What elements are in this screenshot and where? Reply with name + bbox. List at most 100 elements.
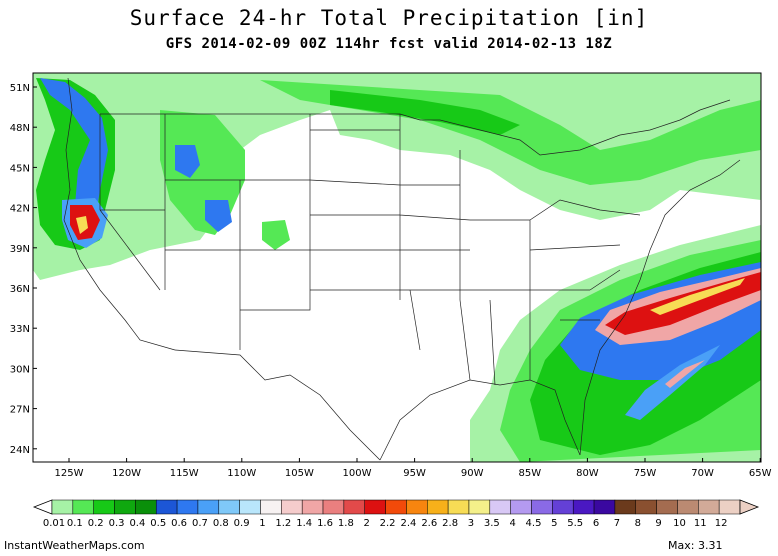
colorbar-tick-label: 2.8 — [442, 518, 458, 529]
colorbar-swatch — [698, 499, 720, 515]
colorbar-swatch — [427, 499, 449, 515]
lat-label: 51N — [10, 83, 30, 94]
max-value: Max: 3.31 — [668, 539, 723, 552]
longitude-axis: 125W 120W 115W 110W 105W 100W 95W 90W 85W 80W 75W 7… — [55, 458, 772, 479]
colorbar-tick-label: 4 — [509, 518, 515, 529]
lon-label: 70W — [691, 468, 714, 479]
colorbar-tick-label: 0.6 — [171, 518, 187, 529]
colorbar — [32, 499, 760, 515]
east-coast — [579, 159, 741, 456]
map-subtitle: GFS 2014-02-09 00Z 114hr fcst valid 2014… — [165, 36, 613, 52]
colorbar-tick-label: 2.4 — [400, 518, 416, 529]
colorbar-swatch — [176, 499, 199, 515]
colorbar-tick-label: 6 — [593, 518, 599, 529]
colorbar-tick-label: 11 — [694, 518, 707, 529]
mexico-border — [174, 349, 381, 461]
lon-label: 95W — [403, 468, 426, 479]
colorbar-swatch — [155, 499, 178, 515]
colorbar-swatch — [322, 499, 345, 515]
colorbar-tick-label: 0.7 — [192, 518, 208, 529]
precip-area-canada-heavy — [330, 90, 520, 135]
colorbar-swatch — [239, 499, 261, 515]
colorbar-tick-label: 0.4 — [129, 518, 145, 529]
colorbar-swatch — [531, 499, 553, 515]
lat-label: 48N — [10, 123, 30, 134]
colorbar-tick-label: 2.6 — [421, 518, 437, 529]
lat-label: 36N — [10, 284, 30, 295]
colorbar-tick-label: 4.5 — [526, 518, 542, 529]
colorbar-swatch — [614, 499, 637, 515]
lon-label: 100W — [343, 468, 372, 479]
us-canada-border — [100, 99, 731, 156]
gulf-coast — [379, 379, 581, 461]
precip-area-sierra-peak — [76, 216, 88, 234]
precip-area-southeast-yellow — [650, 278, 745, 315]
state-lines-central — [309, 114, 471, 381]
lat-label: 45N — [10, 163, 30, 174]
colorbar-swatch — [510, 499, 532, 515]
colorbar-tick-label: 1.8 — [338, 518, 354, 529]
colorbar-tick-label: 1.6 — [317, 518, 333, 529]
precip-area-colorado — [262, 220, 290, 250]
colorbar-tick-label: 5 — [551, 518, 557, 529]
lon-label: 90W — [461, 468, 484, 479]
precip-area-wyoming-blue — [205, 200, 232, 232]
latitude-axis: 51N 48N 45N 42N 39N 36N 33N 30N 27N 24N — [10, 83, 37, 456]
lon-label: 110W — [227, 468, 256, 479]
colorbar-swatch — [93, 499, 115, 515]
colorbar-tick-label: 8 — [635, 518, 641, 529]
lat-label: 24N — [10, 445, 30, 456]
colorbar-tick-label: 2.2 — [380, 518, 396, 529]
lon-label: 125W — [55, 468, 84, 479]
lon-label: 85W — [518, 468, 541, 479]
colorbar-swatch — [593, 499, 616, 515]
precip-area-cascades-blue — [40, 78, 108, 225]
colorbar-swatch — [343, 499, 365, 515]
lon-label: 80W — [576, 468, 599, 479]
colorbar-left-arrow — [32, 499, 53, 515]
colorbar-tick-label: 0.5 — [150, 518, 166, 529]
lon-label: 115W — [170, 468, 199, 479]
colorbar-tick-label: 0.3 — [109, 518, 125, 529]
colorbar-swatch — [572, 499, 595, 515]
colorbar-swatch — [489, 499, 511, 515]
lon-label: 65W — [749, 468, 772, 479]
colorbar-swatch — [718, 499, 741, 515]
colorbar-swatch — [281, 499, 303, 515]
colorbar-swatch — [364, 499, 386, 515]
colorbar-swatch — [677, 499, 699, 515]
colorbar-swatch — [635, 499, 657, 515]
colorbar-swatch — [468, 499, 491, 515]
colorbar-tick-label: 1 — [259, 518, 265, 529]
colorbar-tick-label: 2 — [364, 518, 370, 529]
colorbar-swatch — [552, 499, 574, 515]
lon-label: 105W — [285, 468, 314, 479]
colorbar-swatch — [72, 499, 94, 515]
colorbar-swatch — [218, 499, 240, 515]
colorbar-tick-label: 7 — [614, 518, 620, 529]
colorbar-swatch — [260, 499, 282, 515]
boundary-lines — [63, 77, 741, 461]
lat-label: 39N — [10, 244, 30, 255]
colorbar-swatch — [197, 499, 220, 515]
colorbar-tick-label: 0.8 — [213, 518, 229, 529]
colorbar-tick-label: 5.5 — [567, 518, 583, 529]
lat-label: 30N — [10, 364, 30, 375]
colorbar-swatch — [447, 499, 470, 515]
precip-area-idaho-blue — [175, 145, 200, 178]
colorbar-tick-label: 0.2 — [88, 518, 104, 529]
lat-label: 33N — [10, 324, 30, 335]
colorbar-swatch — [406, 499, 428, 515]
colorbar-swatch — [51, 499, 74, 515]
colorbar-tick-label: 3 — [468, 518, 474, 529]
lat-label: 42N — [10, 204, 30, 215]
precip-shading — [33, 73, 761, 462]
colorbar-tick-label: 1.2 — [275, 518, 291, 529]
state-lines-east — [470, 199, 641, 386]
colorbar-tick-label: 12 — [715, 518, 728, 529]
colorbar-labels: 0.01 0.1 0.2 0.3 0.4 0.5 0.6 0.7 0.8 0.9 1 1.2 1.4 1.… — [43, 518, 728, 529]
colorbar-swatch — [656, 499, 678, 515]
colorbar-tick-label: 10 — [673, 518, 686, 529]
lat-label: 27N — [10, 405, 30, 416]
